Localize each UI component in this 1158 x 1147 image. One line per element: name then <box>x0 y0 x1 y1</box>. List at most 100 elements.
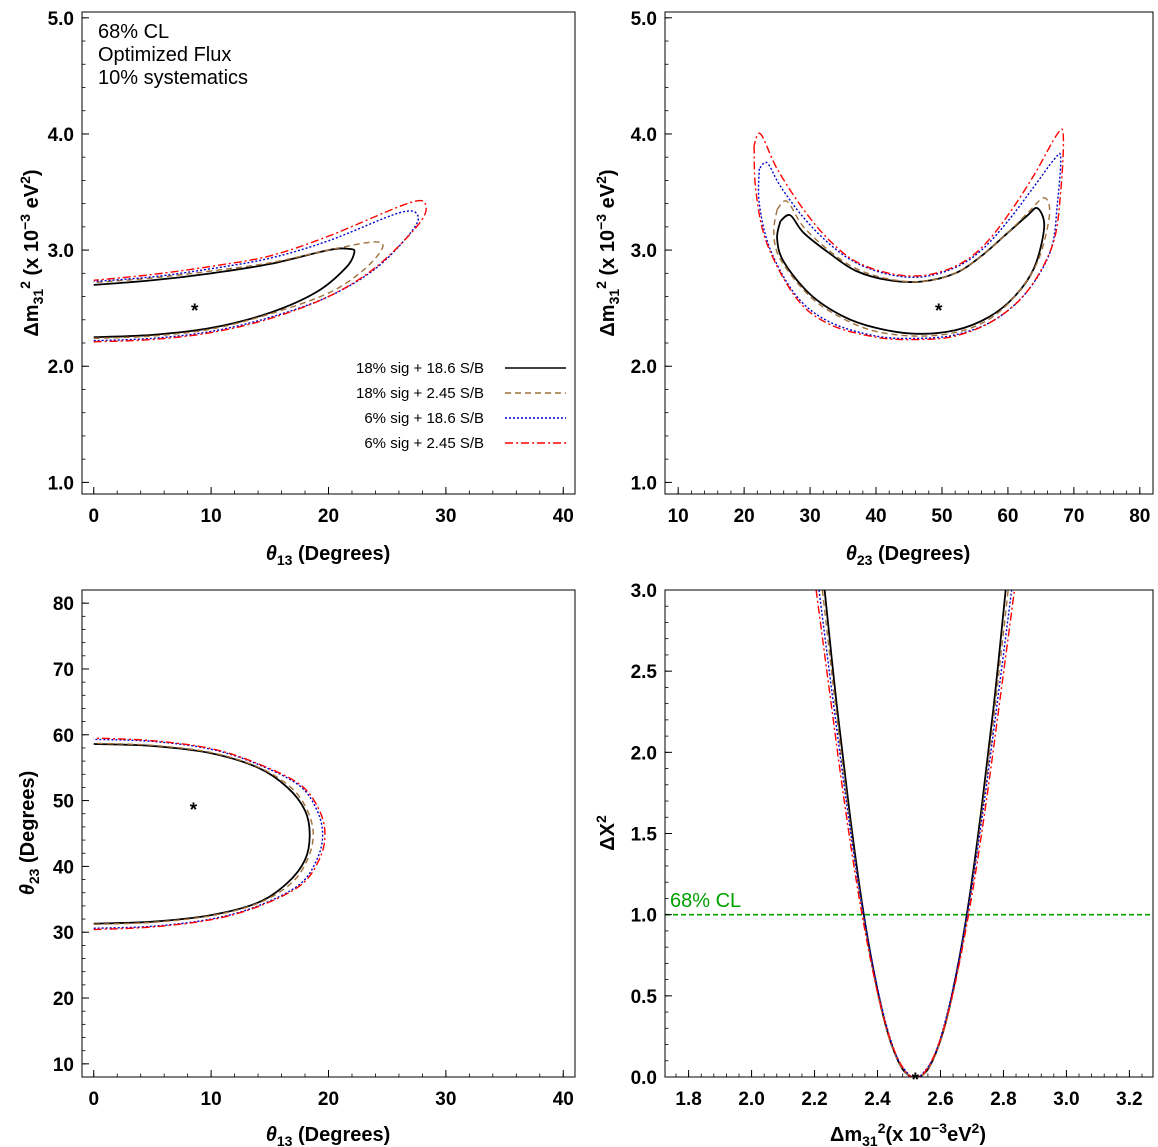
y-tick-label: 3.0 <box>631 241 657 262</box>
y-tick-label: 30 <box>53 923 74 944</box>
y-tick-label: 50 <box>53 792 74 813</box>
p4-plot-frame <box>664 589 1154 1078</box>
p4-y-axis-label: ΔX2 <box>593 815 619 851</box>
y-tick-label: 5.0 <box>631 9 657 30</box>
p1-y-axis-label: Δm312 (x 10−3 eV2) <box>17 169 46 336</box>
x-tick-label: 10 <box>201 506 222 527</box>
series-line-4 <box>815 590 1016 1077</box>
x-tick-label: 2.2 <box>801 1089 827 1110</box>
y-tick-label: 40 <box>53 857 74 878</box>
p4-best-fit-marker: * <box>912 1070 920 1091</box>
series-line-3 <box>93 738 324 929</box>
y-tick-label: 5.0 <box>48 9 74 30</box>
p4-marks <box>665 590 1153 1077</box>
series-line-3 <box>818 590 1013 1077</box>
y-tick-label: 60 <box>53 726 74 747</box>
p2-ticks: 10 20 30 40 50 60 70 80 1.0 2.0 3.0 4.0 5.0 <box>631 9 1154 527</box>
p4-hline-label: 68% CL <box>670 890 741 912</box>
y-tick-label: 80 <box>53 594 74 615</box>
p2-marks <box>753 128 1065 341</box>
series-line-4 <box>93 199 427 343</box>
series-line-3 <box>93 210 420 342</box>
y-tick-label: 1.0 <box>631 906 657 927</box>
series-line-1 <box>823 590 1007 1077</box>
p1-annotation-systematics: 10% systematics <box>98 67 248 89</box>
p2-y-axis-label: Δm312 (x 10−3 eV2) <box>593 169 622 336</box>
x-tick-label: 0 <box>88 506 99 527</box>
x-tick-label: 20 <box>318 506 339 527</box>
p2-plot-frame <box>664 11 1154 495</box>
x-tick-label: 10 <box>668 506 689 527</box>
y-tick-label: 20 <box>53 989 74 1010</box>
series-line-2 <box>773 197 1051 337</box>
x-tick-label: 40 <box>553 506 574 527</box>
legend-label-1: 18% sig + 18.6 S/B <box>356 360 484 377</box>
p1-best-fit-marker: * <box>191 301 199 322</box>
y-tick-label: 1.0 <box>48 473 74 494</box>
series-line-4 <box>753 128 1065 341</box>
p3-marks <box>93 737 326 931</box>
p1-x-axis-label: θ13 (Degrees) <box>266 543 391 568</box>
y-tick-label: 4.0 <box>631 125 657 146</box>
series-line-3 <box>757 152 1062 340</box>
y-tick-label: 4.0 <box>48 125 74 146</box>
x-tick-label: 40 <box>553 1089 574 1110</box>
y-tick-label: 3.0 <box>48 241 74 262</box>
y-tick-label: 3.0 <box>631 581 657 602</box>
p4-ticks: 1.8 2.0 2.2 2.4 2.6 2.8 3.0 3.2 0.0 0.5 1.0 1.5 2.0 2… <box>631 581 1143 1110</box>
series-line-4 <box>93 737 326 931</box>
p1-marks <box>93 199 427 343</box>
p3-ticks: 0 10 20 30 40 10 20 30 40 50 60 70 80 <box>53 589 574 1110</box>
p1-legend: 18% sig + 18.6 S/B 18% sig + 2.45 S/B 6%… <box>356 360 566 452</box>
p1-annotation-flux: Optimized Flux <box>98 44 231 66</box>
x-tick-label: 1.8 <box>675 1089 701 1110</box>
p1-annotation-cl: 68% CL <box>98 21 169 43</box>
y-tick-label: 2.0 <box>631 357 657 378</box>
x-tick-label: 10 <box>201 1089 222 1110</box>
x-tick-label: 20 <box>318 1089 339 1110</box>
x-tick-label: 60 <box>997 506 1018 527</box>
x-tick-label: 70 <box>1063 506 1084 527</box>
p3-x-axis-label: θ13 (Degrees) <box>266 1124 391 1147</box>
y-tick-label: 2.0 <box>48 357 74 378</box>
legend-label-3: 6% sig + 18.6 S/B <box>364 410 484 427</box>
chart-panel-top-right: 10 20 30 40 50 60 70 80 1.0 2.0 3.0 4.0 5.0 * θ23 (D… <box>593 9 1154 568</box>
x-tick-label: 20 <box>734 506 755 527</box>
x-tick-label: 50 <box>931 506 952 527</box>
y-tick-label: 2.5 <box>631 662 658 683</box>
p3-best-fit-marker: * <box>190 800 198 821</box>
y-tick-label: 1.5 <box>631 825 658 846</box>
x-tick-label: 2.0 <box>738 1089 764 1110</box>
y-tick-label: 0.0 <box>631 1068 657 1089</box>
x-tick-label: 2.4 <box>864 1089 891 1110</box>
x-tick-label: 40 <box>865 506 886 527</box>
x-tick-label: 2.6 <box>927 1089 953 1110</box>
x-tick-label: 3.2 <box>1116 1089 1142 1110</box>
y-tick-label: 0.5 <box>631 987 658 1008</box>
p3-y-axis-label: θ23 (Degrees) <box>17 771 42 896</box>
series-line-1 <box>93 743 311 925</box>
p2-x-axis-label: θ23 (Degrees) <box>846 543 971 568</box>
p2-best-fit-marker: * <box>935 301 943 322</box>
p1-ticks: 0 10 20 30 40 1.0 2.0 3.0 4.0 5.0 <box>48 9 574 527</box>
x-tick-label: 3.0 <box>1053 1089 1079 1110</box>
y-tick-label: 1.0 <box>631 473 657 494</box>
x-tick-label: 80 <box>1129 506 1150 527</box>
p3-plot-frame <box>81 589 576 1078</box>
x-tick-label: 30 <box>800 506 821 527</box>
x-tick-label: 2.8 <box>990 1089 1016 1110</box>
series-line-2 <box>93 742 314 926</box>
y-tick-label: 2.0 <box>631 743 657 764</box>
x-tick-label: 30 <box>435 1089 456 1110</box>
chart-panel-top-left: 0 10 20 30 40 1.0 2.0 3.0 4.0 5.0 * 68% CL Optimi… <box>17 9 576 568</box>
chart-panel-bottom-right: 1.8 2.0 2.2 2.4 2.6 2.8 3.0 3.2 0.0 0.5 1.0 1.5 2.0 2… <box>593 581 1154 1147</box>
x-tick-label: 30 <box>435 506 456 527</box>
legend-label-2: 18% sig + 2.45 S/B <box>356 385 484 402</box>
series-line-1 <box>93 247 356 339</box>
y-tick-label: 70 <box>53 660 74 681</box>
chart-panel-bottom-left: 0 10 20 30 40 10 20 30 40 50 60 70 80 * θ13 (Degrees… <box>17 589 576 1147</box>
x-tick-label: 0 <box>88 1089 99 1110</box>
series-line-2 <box>93 241 384 340</box>
legend-label-4: 6% sig + 2.45 S/B <box>364 435 484 452</box>
